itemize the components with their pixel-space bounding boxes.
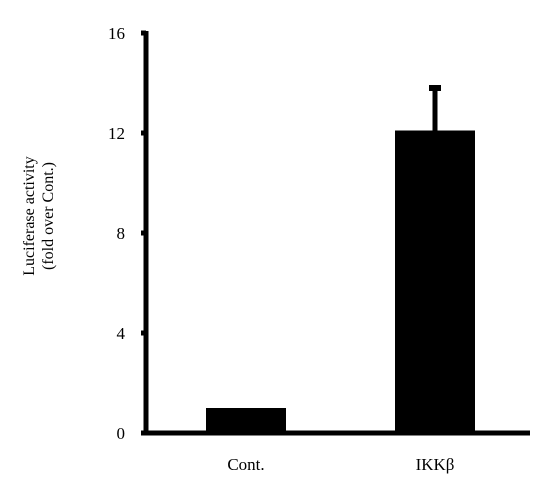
y-axis-title: Luciferase activity (fold over Cont.) (21, 156, 57, 276)
y-tick-label: 8 (117, 224, 126, 243)
y-tick-label: 16 (108, 24, 125, 43)
y-axis-title-line-1: Luciferase activity (21, 156, 38, 276)
y-tick-label: 0 (117, 424, 126, 443)
bar (206, 408, 286, 433)
y-tick-label: 12 (108, 124, 125, 143)
bar (395, 130, 475, 433)
y-axis-title-line-2: (fold over Cont.) (40, 162, 57, 270)
plot-area: 0 4 8 12 16 Cont. IKKβ (108, 24, 530, 474)
y-tick-label: 4 (117, 324, 126, 343)
x-tick-label: Cont. (227, 455, 264, 474)
x-tick-label: IKKβ (416, 455, 455, 474)
